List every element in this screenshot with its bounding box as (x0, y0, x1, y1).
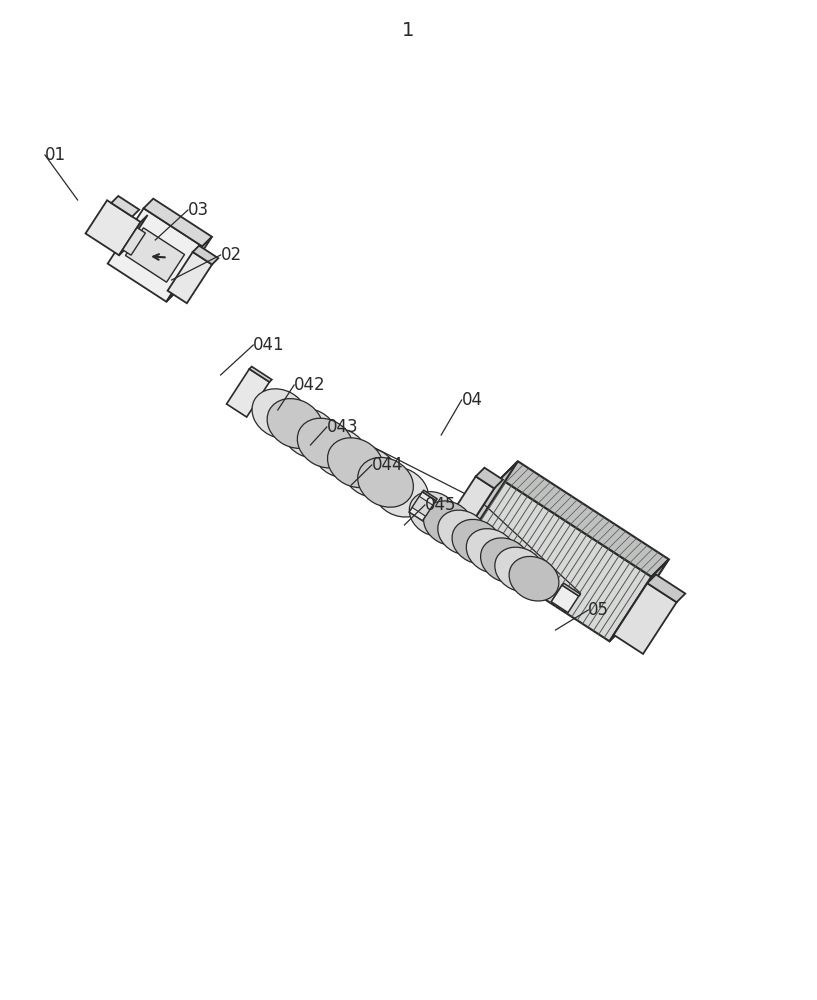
Ellipse shape (438, 510, 488, 555)
Ellipse shape (467, 529, 516, 573)
Polygon shape (562, 583, 581, 596)
Polygon shape (167, 237, 212, 302)
Polygon shape (475, 468, 503, 488)
Ellipse shape (495, 547, 545, 592)
Ellipse shape (358, 457, 413, 507)
Text: 04: 04 (462, 391, 483, 409)
Ellipse shape (328, 438, 383, 488)
Text: 044: 044 (372, 456, 404, 474)
Polygon shape (412, 496, 433, 516)
Polygon shape (254, 393, 280, 418)
Text: 05: 05 (588, 601, 609, 619)
Text: 045: 045 (425, 496, 457, 514)
Ellipse shape (373, 467, 428, 517)
Text: 03: 03 (188, 201, 209, 219)
Polygon shape (249, 367, 272, 382)
Polygon shape (501, 461, 669, 577)
Text: 043: 043 (327, 418, 359, 436)
Text: 041: 041 (253, 336, 285, 354)
Ellipse shape (452, 519, 502, 564)
Polygon shape (609, 559, 669, 641)
Polygon shape (458, 479, 651, 641)
Polygon shape (126, 228, 185, 282)
Ellipse shape (342, 448, 399, 497)
Polygon shape (551, 585, 578, 613)
Polygon shape (123, 228, 145, 255)
Polygon shape (86, 200, 141, 255)
Ellipse shape (423, 501, 473, 545)
Polygon shape (614, 583, 676, 654)
Polygon shape (226, 369, 270, 417)
Polygon shape (446, 476, 494, 534)
Polygon shape (167, 252, 212, 303)
Text: 02: 02 (221, 246, 242, 264)
Ellipse shape (509, 556, 559, 601)
Ellipse shape (297, 418, 353, 468)
Ellipse shape (252, 389, 308, 439)
Ellipse shape (480, 538, 530, 582)
Polygon shape (647, 574, 685, 602)
Polygon shape (422, 490, 437, 500)
Polygon shape (262, 391, 283, 405)
Polygon shape (193, 246, 218, 264)
Text: 1: 1 (402, 20, 414, 39)
Text: 042: 042 (294, 376, 326, 394)
Text: 01: 01 (45, 146, 66, 164)
Ellipse shape (312, 428, 368, 478)
Polygon shape (458, 461, 518, 543)
Polygon shape (409, 492, 435, 521)
Ellipse shape (282, 408, 338, 458)
Polygon shape (111, 196, 139, 217)
Polygon shape (119, 215, 148, 255)
Ellipse shape (267, 399, 323, 448)
Polygon shape (108, 208, 203, 302)
Ellipse shape (409, 492, 459, 536)
Polygon shape (144, 199, 212, 246)
